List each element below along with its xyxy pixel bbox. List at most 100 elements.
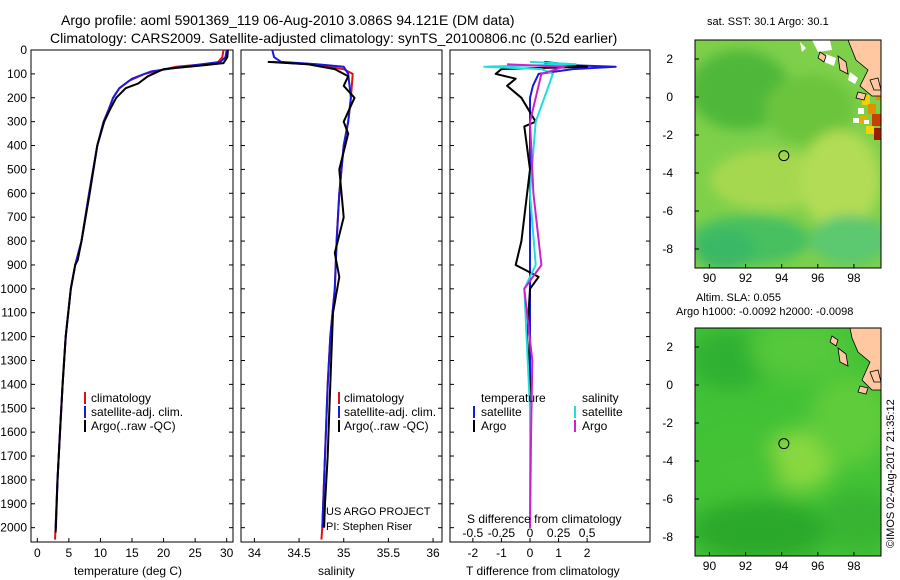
x-tick-label: 35 [337,546,351,560]
figure-title-line1: Argo profile: aoml 5901369_119 06-Aug-20… [61,12,515,28]
depth-tick-label: 500 [7,162,27,176]
x-tick-label: 0 [527,546,534,560]
salinity-climatology-line [272,60,354,540]
s-difference-axis-label: S difference from climatology [467,512,622,526]
map-y-tick-label: -2 [662,128,673,142]
x-tick-label: 20 [157,546,171,560]
imos-credit: ©IMOS 02-Aug-2017 21:35:12 [885,399,897,548]
sst-map-argo-location [778,150,790,162]
temperature-diff-argo-line [494,60,589,528]
depth-tick-label: 2000 [0,521,27,535]
legend-title-temperature: temperature [481,391,546,405]
temperature-satellite-line [54,49,228,528]
depth-tick-label: 1300 [0,353,27,367]
depth-tick-label: 800 [7,234,27,248]
legend-label-satellite: satellite-adj. clim. [91,405,183,419]
depth-tick-label: 1900 [0,497,27,511]
map-x-tick-label: 96 [811,559,825,573]
x-tick-label: 35.5 [377,546,401,560]
sla-map-title-line1: Altim. SLA: 0.055 [696,292,781,304]
salinity-legend: climatology satellite-adj. clim. Argo(..… [338,391,436,433]
depth-tick-label: 1000 [0,282,27,296]
map-y-tick-label: -4 [662,454,673,468]
depth-tick-label: 1200 [0,330,27,344]
map-x-tick-label: 94 [775,559,789,573]
x-tick-label: 34 [248,546,262,560]
salinity-argo-line [267,60,356,528]
sla-map: Altim. SLA: 0.055 Argo h1000: -0.0092 h2… [662,292,882,573]
depth-tick-label: 0 [20,43,27,57]
temperature-argo-line [54,49,229,533]
depth-tick-label: 900 [7,258,27,272]
depth-tick-label: 300 [7,115,27,129]
depth-tick-label: 600 [7,186,27,200]
temperature-legend: climatology satellite-adj. clim. Argo(..… [84,391,183,433]
map-x-tick-label: 96 [811,271,825,285]
map-x-tick-label: 90 [703,271,717,285]
x-tick-label: 25 [188,546,202,560]
salinity-diff-argo-line [507,63,566,528]
legend-label-salinity-argo: Argo [582,419,608,433]
map-y-tick-label: 0 [666,90,673,104]
legend-label-argo: Argo(..raw -QC) [91,419,176,433]
legend-label-salinity-satellite: satellite [582,405,623,419]
map-y-tick-label: -2 [662,416,673,430]
map-x-tick-label: 90 [703,559,717,573]
map-x-tick-label: 98 [847,559,861,573]
depth-tick-label: 1700 [0,449,27,463]
temperature-axis-label: temperature (deg C) [74,564,182,578]
tick-label-s-difference: -0.25 [488,526,516,540]
x-tick-label: 34.5 [287,546,311,560]
salinity-axis-label: salinity [318,564,355,578]
map-y-tick-label: 2 [666,340,673,354]
tick-label-s-difference: 0.25 [547,526,571,540]
map-x-tick-label: 98 [847,271,861,285]
sst-map: sat. SST: 30.1 Argo: 30.1 [662,16,882,285]
tick-label-s-difference: 0 [527,526,534,540]
figure-title-line2: Climatology: CARS2009. Satellite-adjuste… [50,30,617,46]
x-tick-label: 1 [555,546,562,560]
x-tick-label: 0 [34,546,41,560]
depth-tick-label: 1600 [0,425,27,439]
legend-label-climatology: climatology [344,391,404,405]
x-tick-label: -2 [468,546,479,560]
depth-tick-label: 100 [7,67,27,81]
temperature-climatology-line [54,49,225,540]
x-tick-label: 15 [125,546,139,560]
legend-title-salinity: salinity [582,391,619,405]
legend-label-argo: Argo(..raw -QC) [344,419,429,433]
x-tick-label: 2 [584,546,591,560]
salinity-diff-satellite-line [483,60,577,528]
map-y-tick-label: 0 [666,378,673,392]
map-y-tick-label: -6 [662,492,673,506]
project-annotation: US ARGO PROJECT [326,506,431,518]
difference-legend: temperature salinity satellite Argo sate… [473,391,623,433]
legend-label-temperature-argo: Argo [481,419,507,433]
legend-label-satellite: satellite-adj. clim. [344,405,436,419]
sst-map-title: sat. SST: 30.1 Argo: 30.1 [707,16,829,28]
tick-label-s-difference: 0.5 [579,526,596,540]
sla-map-argo-location [778,438,790,450]
depth-tick-label: 1400 [0,377,27,391]
depth-tick-label: 1800 [0,473,27,487]
x-tick-label: -1 [496,546,507,560]
x-tick-label: 5 [66,546,73,560]
map-y-tick-label: -4 [662,166,673,180]
depth-tick-label: 700 [7,210,27,224]
tick-label-s-difference: -0.5 [463,526,484,540]
map-x-tick-label: 94 [775,271,789,285]
depth-tick-label: 1500 [0,401,27,415]
map-x-tick-label: 92 [739,271,753,285]
map-y-tick-label: -8 [662,530,673,544]
sla-map-title-line2: Argo h1000: -0.0092 h2000: -0.0098 [676,306,853,318]
x-tick-label: 30 [220,546,234,560]
salinity-satellite-line [271,49,352,528]
map-y-tick-label: -8 [662,242,673,256]
depth-tick-label: 200 [7,91,27,105]
legend-label-climatology: climatology [91,391,151,405]
difference-panel [449,49,651,543]
t-difference-axis-label: T difference from climatology [466,564,620,578]
legend-label-temperature-satellite: satellite [481,405,522,419]
map-y-tick-label: -6 [662,204,673,218]
